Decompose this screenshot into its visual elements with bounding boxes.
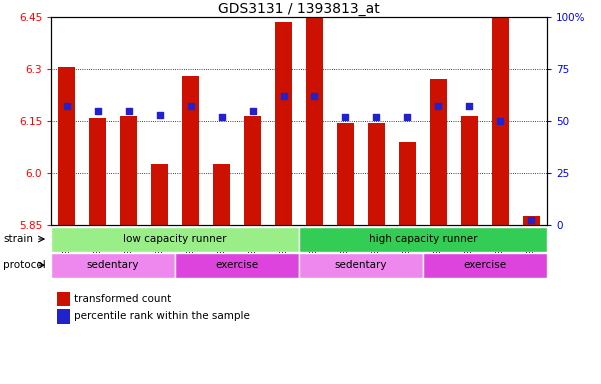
Point: [310, 93, 319, 99]
Bar: [461, 116, 478, 225]
Point: [124, 108, 133, 114]
Bar: [399, 142, 416, 225]
Text: strain: strain: [3, 234, 33, 244]
Bar: [151, 164, 168, 225]
Point: [186, 103, 195, 109]
Bar: [58, 68, 75, 225]
Point: [526, 217, 536, 223]
Point: [371, 114, 381, 120]
Bar: [244, 116, 261, 225]
Point: [465, 103, 474, 109]
Point: [434, 103, 444, 109]
Text: percentile rank within the sample: percentile rank within the sample: [74, 311, 250, 321]
Point: [403, 114, 412, 120]
Bar: [492, 17, 509, 225]
Bar: [51, 253, 175, 278]
Point: [341, 114, 350, 120]
Bar: [120, 116, 137, 225]
Text: high capacity runner: high capacity runner: [368, 234, 477, 244]
Bar: [299, 227, 547, 252]
Point: [93, 108, 102, 114]
Point: [496, 118, 505, 124]
Point: [217, 114, 227, 120]
Point: [62, 103, 72, 109]
Bar: [299, 253, 423, 278]
Bar: [430, 79, 447, 225]
Text: transformed count: transformed count: [74, 294, 171, 304]
Bar: [423, 253, 547, 278]
Bar: [337, 123, 354, 225]
Point: [279, 93, 288, 99]
Bar: [306, 17, 323, 225]
Bar: [213, 164, 230, 225]
Bar: [89, 118, 106, 225]
Point: [154, 112, 164, 118]
Bar: [523, 216, 540, 225]
Bar: [51, 227, 299, 252]
Bar: [175, 253, 299, 278]
Title: GDS3131 / 1393813_at: GDS3131 / 1393813_at: [218, 2, 380, 16]
Bar: [368, 123, 385, 225]
Text: exercise: exercise: [463, 260, 507, 270]
Bar: [275, 23, 292, 225]
Bar: [182, 76, 199, 225]
Text: protocol: protocol: [3, 260, 46, 270]
Text: low capacity runner: low capacity runner: [123, 234, 227, 244]
Point: [248, 108, 257, 114]
Text: sedentary: sedentary: [87, 260, 139, 270]
Text: sedentary: sedentary: [335, 260, 387, 270]
Text: exercise: exercise: [215, 260, 258, 270]
